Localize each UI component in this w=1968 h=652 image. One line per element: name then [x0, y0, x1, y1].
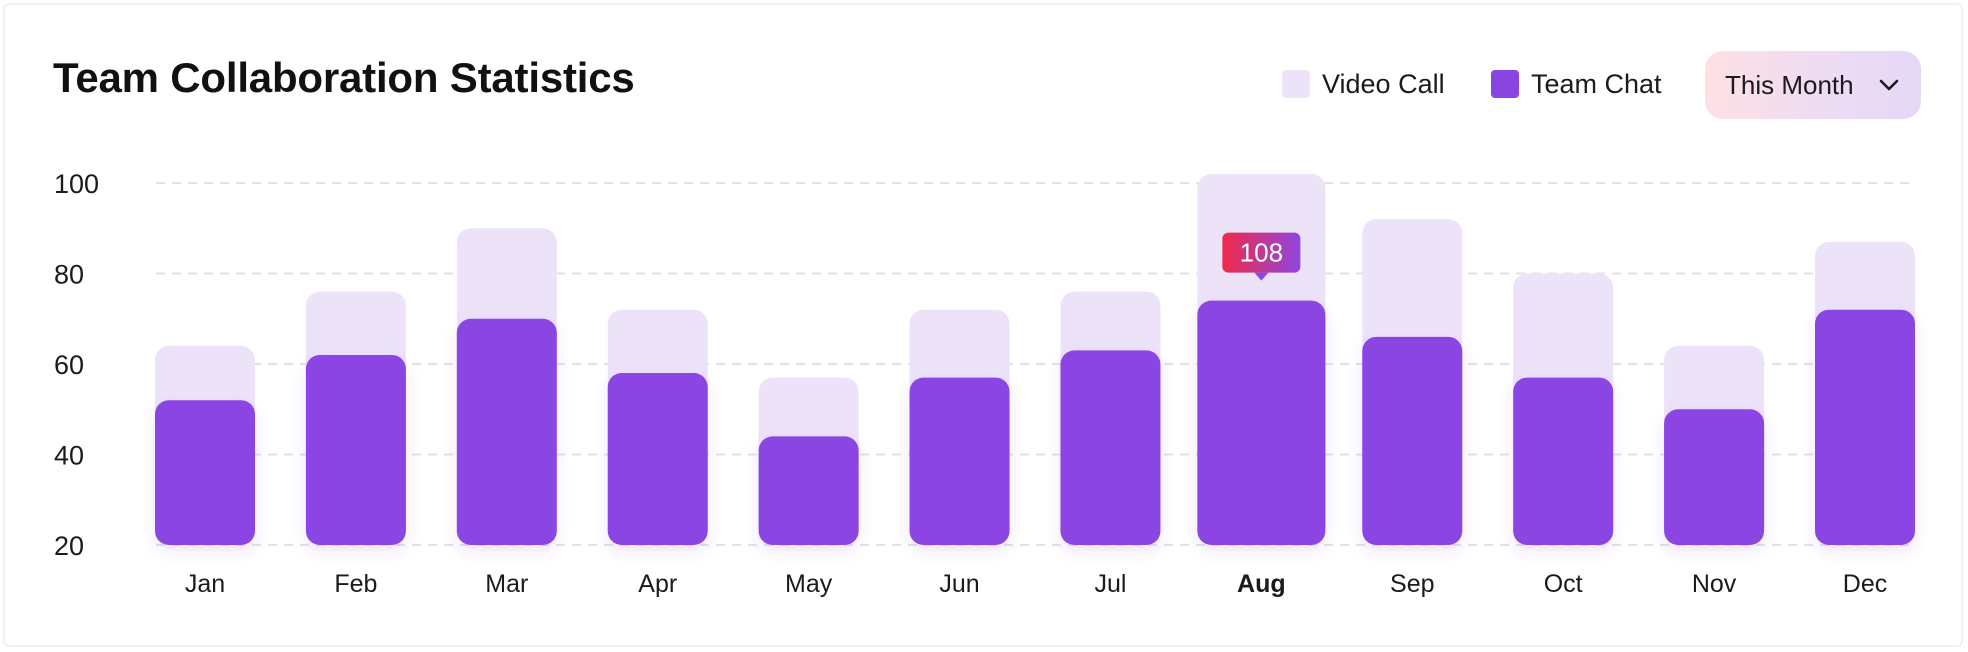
y-tick-label: 40: [54, 441, 84, 471]
x-tick-label: Apr: [638, 570, 677, 598]
legend-swatch-team-chat: [1491, 70, 1519, 98]
legend-item-team-chat: Team Chat: [1491, 68, 1662, 100]
y-tick-label: 60: [54, 350, 84, 380]
x-tick-label: Jan: [185, 570, 225, 598]
bar-team-chat: [155, 400, 255, 545]
y-tick-label: 80: [54, 260, 84, 290]
x-tick-label: Nov: [1692, 570, 1737, 598]
x-tick-label: Aug: [1237, 570, 1286, 598]
bar-team-chat: [1197, 300, 1326, 545]
x-tick-label: Feb: [334, 570, 377, 598]
chevron-down-icon: [1879, 79, 1899, 91]
legend-label-team-chat: Team Chat: [1531, 68, 1662, 99]
bar-team-chat: [1815, 309, 1915, 545]
x-tick-label: Jun: [939, 570, 979, 598]
x-tick-label: May: [785, 570, 833, 598]
chart-title: Team Collaboration Statistics: [53, 54, 635, 101]
bar-team-chat: [456, 318, 557, 545]
tooltip-text: 108: [1240, 238, 1283, 268]
x-tick-label: Dec: [1843, 570, 1887, 598]
x-tick-label: Jul: [1094, 570, 1126, 598]
legend-label-video-call: Video Call: [1322, 68, 1445, 99]
bar-team-chat: [607, 373, 708, 545]
x-tick-label: Sep: [1390, 570, 1434, 598]
bar-team-chat: [1060, 350, 1161, 545]
legend-item-video-call: Video Call: [1282, 68, 1445, 100]
period-dropdown[interactable]: This Month: [1705, 51, 1921, 119]
bar-team-chat: [1664, 409, 1765, 545]
bar-team-chat: [758, 436, 859, 545]
tooltip-pointer: [1254, 272, 1269, 281]
bar-team-chat: [1362, 336, 1463, 545]
bar-team-chat: [1513, 377, 1614, 545]
x-tick-label: Oct: [1544, 570, 1583, 598]
y-tick-label: 100: [54, 169, 99, 199]
bar-team-chat: [909, 377, 1010, 545]
x-tick-label: Mar: [485, 570, 528, 598]
legend-swatch-video-call: [1282, 70, 1310, 98]
tooltip-box: [1222, 232, 1301, 273]
period-dropdown-label: This Month: [1725, 69, 1854, 100]
y-tick-label: 20: [54, 531, 84, 561]
bar-team-chat: [305, 354, 406, 545]
